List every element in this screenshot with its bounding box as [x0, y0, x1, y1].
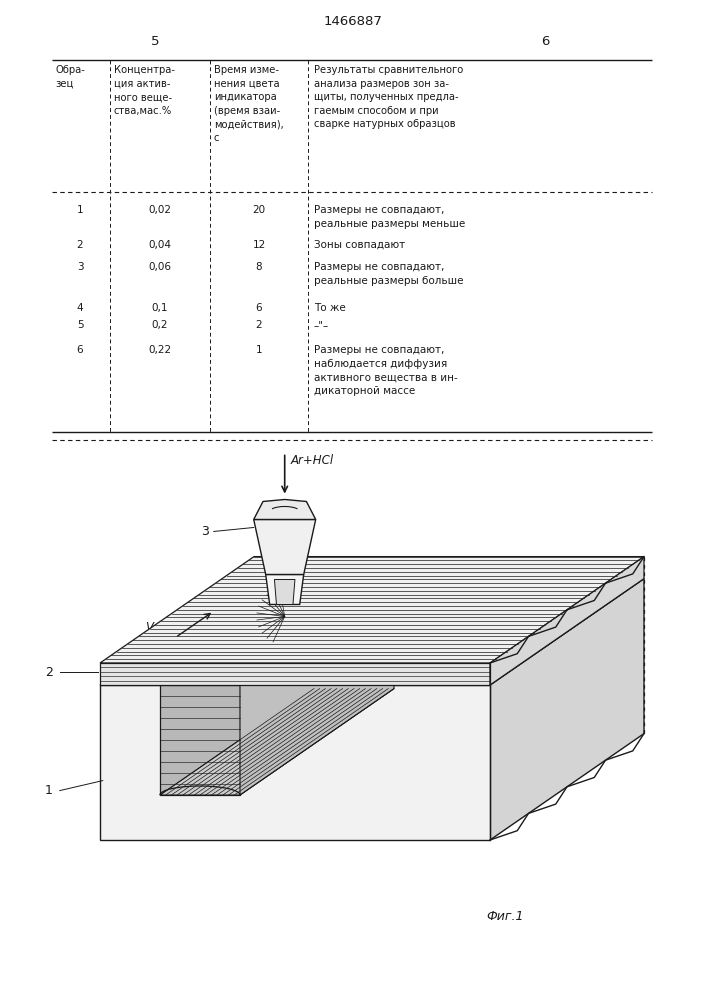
Text: 1: 1 [256, 345, 262, 355]
Text: 6: 6 [256, 303, 262, 313]
Polygon shape [100, 663, 490, 685]
Polygon shape [254, 499, 316, 519]
Text: 0,04: 0,04 [148, 240, 172, 250]
Text: 0,1: 0,1 [152, 303, 168, 313]
Text: Концентра-
ция актив-
ного веще-
ства,мас.%: Концентра- ция актив- ного веще- ства,ма… [114, 65, 175, 116]
Polygon shape [490, 579, 644, 840]
Text: 5: 5 [76, 320, 83, 330]
Text: 2: 2 [45, 666, 53, 679]
Text: 2: 2 [76, 240, 83, 250]
Text: 0,02: 0,02 [148, 205, 172, 215]
Polygon shape [100, 557, 644, 663]
Polygon shape [100, 685, 490, 840]
Text: 0,2: 0,2 [152, 320, 168, 330]
Text: 1466887: 1466887 [324, 15, 382, 28]
Text: 4: 4 [76, 303, 83, 313]
Text: 6: 6 [541, 35, 549, 48]
Text: Зоны совпадают: Зоны совпадают [314, 240, 405, 250]
Text: 3: 3 [76, 262, 83, 272]
Text: –"–: –"– [314, 320, 329, 330]
Text: 2: 2 [256, 320, 262, 330]
Text: Фиг.1: Фиг.1 [486, 910, 524, 923]
Text: Размеры не совпадают,
реальные размеры меньше: Размеры не совпадают, реальные размеры м… [314, 205, 465, 229]
Polygon shape [254, 519, 316, 574]
Text: Результаты сравнительного
анализа размеров зон за-
щиты, полученных предла-
гаем: Результаты сравнительного анализа размер… [314, 65, 463, 129]
Polygon shape [100, 579, 644, 685]
Text: Размеры не совпадают,
наблюдается диффузия
активного вещества в ин-
дикаторной м: Размеры не совпадают, наблюдается диффуз… [314, 345, 457, 396]
Text: 12: 12 [252, 240, 266, 250]
Text: 5: 5 [151, 35, 159, 48]
Polygon shape [160, 689, 394, 795]
Text: 20: 20 [252, 205, 266, 215]
Text: 0,06: 0,06 [148, 262, 172, 272]
Polygon shape [490, 557, 644, 685]
Text: Время изме-
нения цвета
индикатора
(время взаи-
модействия),
с: Время изме- нения цвета индикатора (врем… [214, 65, 284, 143]
Polygon shape [240, 579, 394, 795]
Text: 3: 3 [201, 525, 209, 538]
Text: Размеры не совпадают,
реальные размеры больше: Размеры не совпадают, реальные размеры б… [314, 262, 464, 286]
Polygon shape [274, 579, 295, 604]
Text: Ar+HCl: Ar+HCl [291, 454, 334, 467]
Text: 1: 1 [76, 205, 83, 215]
Text: 6: 6 [76, 345, 83, 355]
Text: 1: 1 [45, 784, 53, 797]
Text: Обра-
зец: Обра- зец [55, 65, 85, 89]
Text: 8: 8 [256, 262, 262, 272]
Polygon shape [160, 685, 240, 795]
Text: Vсв: Vсв [145, 621, 167, 634]
Polygon shape [266, 574, 304, 604]
Text: 0,22: 0,22 [148, 345, 172, 355]
Text: То же: То же [314, 303, 346, 313]
